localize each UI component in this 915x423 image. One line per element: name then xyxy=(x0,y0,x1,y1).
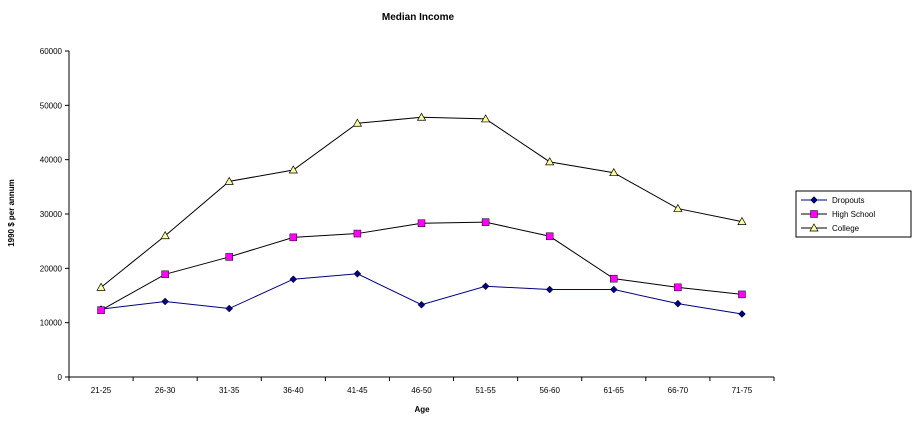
data-point xyxy=(161,297,169,306)
x-axis-label: Age xyxy=(414,405,430,414)
legend-marker xyxy=(809,223,819,232)
x-tick-label: 31-35 xyxy=(219,386,240,395)
series-high-school xyxy=(97,218,746,314)
x-tick-label: 21-25 xyxy=(91,386,112,395)
data-point xyxy=(225,253,233,261)
legend-label: High School xyxy=(832,210,875,219)
data-point xyxy=(289,233,298,242)
data-point xyxy=(161,270,169,279)
x-tick-label: 71-75 xyxy=(732,386,753,395)
y-tick-label: 30000 xyxy=(40,210,63,219)
y-axis-label: 1990 $ per annum xyxy=(7,179,16,247)
legend-label: College xyxy=(832,224,860,233)
data-point xyxy=(609,285,618,294)
legend-item: High School xyxy=(801,210,875,219)
data-point xyxy=(481,282,490,291)
data-point xyxy=(353,269,362,278)
series-dropouts xyxy=(97,269,746,318)
data-point xyxy=(737,216,747,225)
y-tick-label: 40000 xyxy=(40,156,63,165)
y-tick-label: 10000 xyxy=(40,319,63,328)
y-tick-label: 60000 xyxy=(40,47,63,56)
legend: Dropouts High School College xyxy=(795,190,912,238)
data-point xyxy=(545,232,554,241)
chart-title: Median Income xyxy=(382,12,455,23)
data-point xyxy=(417,219,426,227)
data-point xyxy=(352,118,363,127)
plot-axes: 0 10000 20000 30000 40000 50000 60000 21-25 26-3… xyxy=(40,47,775,395)
data-point xyxy=(289,275,298,284)
x-tick-label: 26-30 xyxy=(155,386,176,395)
series-layer xyxy=(96,112,747,318)
data-point xyxy=(416,112,427,121)
data-point xyxy=(609,168,619,177)
data-point xyxy=(160,231,170,240)
data-point xyxy=(673,203,683,212)
legend-item: College xyxy=(801,223,860,233)
x-tick-label: 46-50 xyxy=(411,386,432,395)
x-tick-label: 51-55 xyxy=(475,386,496,395)
x-tick-label: 36-40 xyxy=(283,386,304,395)
x-tick-label: 56-60 xyxy=(539,386,560,395)
data-point xyxy=(481,218,490,226)
legend-item: Dropouts xyxy=(801,196,864,205)
data-point xyxy=(738,310,746,318)
series-line xyxy=(100,116,743,288)
data-point xyxy=(353,229,362,238)
x-tick-label: 66-70 xyxy=(668,386,689,395)
legend-marker xyxy=(810,196,818,204)
y-tick-label: 20000 xyxy=(40,264,63,273)
data-point xyxy=(545,157,555,166)
y-tick-label: 0 xyxy=(58,373,63,382)
x-tick-label: 61-65 xyxy=(604,386,625,395)
legend-marker xyxy=(810,210,818,218)
data-point xyxy=(225,304,234,313)
data-point xyxy=(96,282,106,291)
data-point xyxy=(545,285,554,294)
legend-label: Dropouts xyxy=(832,196,864,205)
data-point xyxy=(480,114,491,123)
data-point xyxy=(97,306,105,314)
data-point xyxy=(674,299,682,308)
x-tick-label: 41-45 xyxy=(347,386,368,395)
data-point xyxy=(738,290,746,299)
series-college xyxy=(96,112,747,291)
data-point xyxy=(417,300,426,309)
data-point xyxy=(674,283,682,292)
data-point xyxy=(610,274,618,283)
data-point xyxy=(224,176,234,185)
y-tick-label: 50000 xyxy=(40,101,63,110)
data-point xyxy=(288,165,298,174)
